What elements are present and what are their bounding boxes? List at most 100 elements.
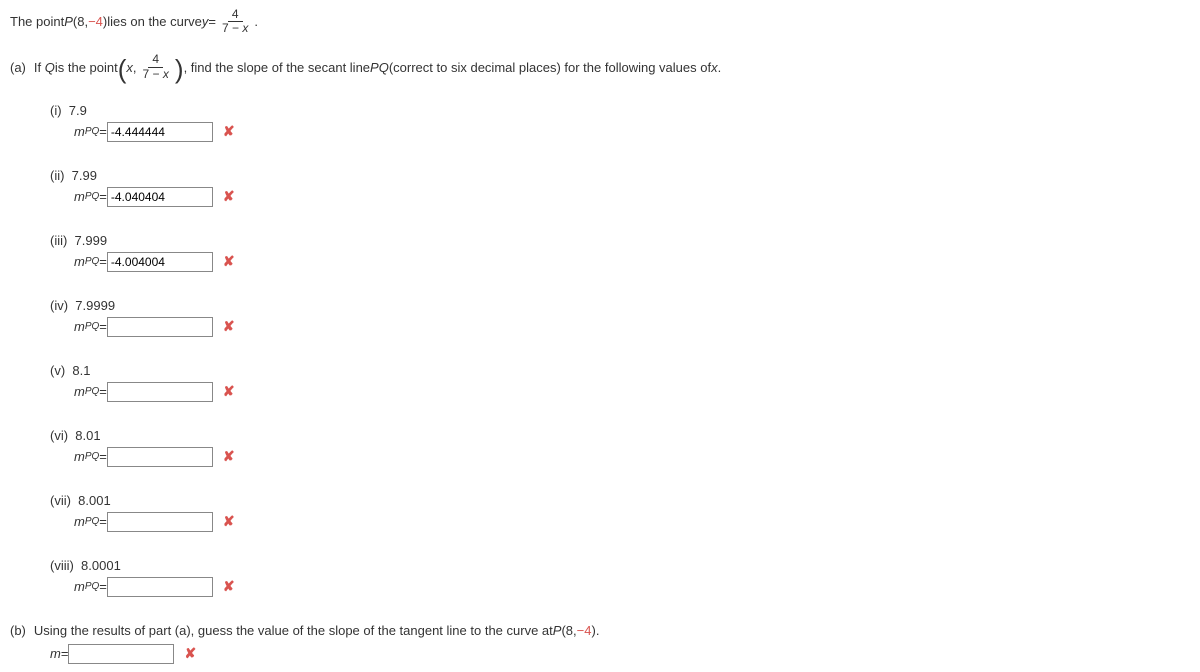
incorrect-icon: ✘ [184, 645, 196, 662]
p-x: 8 [77, 14, 84, 29]
m-var: m [74, 189, 85, 204]
pb-P: P [553, 623, 562, 638]
pa-frac-den: 7 − x [139, 68, 173, 81]
m-var: m [74, 124, 85, 139]
pa-is: is the point [55, 60, 118, 75]
pa-period: . [718, 60, 722, 75]
slope-input[interactable] [107, 447, 213, 467]
slope-input[interactable] [107, 252, 213, 272]
pa-post2: (correct to six decimal places) for the … [389, 60, 711, 75]
eq-sign: = [208, 14, 216, 29]
slope-input[interactable] [107, 512, 213, 532]
pa-frac-den-pre: 7 − [143, 67, 163, 81]
incorrect-icon: ✘ [223, 318, 235, 335]
problem-intro: The point P ( 8 , −4 ) lies on the curve… [10, 8, 1190, 35]
part-a-intro: (a) If Q is the point ( x , 4 7 − x ) , … [10, 53, 1190, 80]
incorrect-icon: ✘ [223, 123, 235, 140]
point-P: P [64, 14, 73, 29]
part-b-input[interactable] [68, 644, 174, 664]
x-value: 7.999 [75, 233, 108, 248]
m-var: m [74, 384, 85, 399]
m-var: m [74, 514, 85, 529]
sub-item-x-label: (viii) 8.0001 [50, 558, 1190, 573]
m-var: m [74, 449, 85, 464]
roman-numeral: (i) [50, 103, 69, 118]
x-value: 7.9 [69, 103, 87, 118]
part-b-answer-line: m = ✘ [10, 644, 1190, 664]
roman-numeral: (iv) [50, 298, 75, 313]
m-line: mPQ = ✘ [50, 252, 1190, 272]
incorrect-icon: ✘ [223, 253, 235, 270]
part-b-intro: (b) Using the results of part (a), guess… [10, 623, 1190, 638]
slope-input[interactable] [107, 577, 213, 597]
eq-sign: = [99, 514, 107, 529]
pq-subscript: PQ [85, 451, 99, 462]
incorrect-icon: ✘ [223, 383, 235, 400]
incorrect-icon: ✘ [223, 448, 235, 465]
m-line: mPQ = ✘ [50, 187, 1190, 207]
part-b-label: (b) [10, 623, 26, 638]
incorrect-icon: ✘ [223, 578, 235, 595]
slope-input[interactable] [107, 122, 213, 142]
pa-pre: If [34, 60, 41, 75]
pb-m: m [50, 646, 61, 661]
m-line: mPQ = ✘ [50, 382, 1190, 402]
eq-sign: = [99, 384, 107, 399]
pa-comma: , [133, 60, 137, 75]
curve-fraction: 4 7 − x [218, 8, 252, 35]
pq-subscript: PQ [85, 126, 99, 137]
pa-post1: , find the slope of the secant line [184, 60, 370, 75]
sub-item-x-label: (v) 8.1 [50, 363, 1190, 378]
sub-item-x-label: (iii) 7.999 [50, 233, 1190, 248]
sub-item-x-label: (iv) 7.9999 [50, 298, 1190, 313]
slope-input[interactable] [107, 187, 213, 207]
sub-item-x-label: (vi) 8.01 [50, 428, 1190, 443]
m-var: m [74, 254, 85, 269]
eq-sign: = [99, 124, 107, 139]
sub-item: (viii) 8.0001 mPQ = ✘ [10, 558, 1190, 597]
incorrect-icon: ✘ [223, 513, 235, 530]
x-value: 7.9999 [75, 298, 115, 313]
frac-den-pre: 7 − [222, 21, 242, 35]
pb-eq: = [61, 646, 69, 661]
m-line: mPQ = ✘ [50, 577, 1190, 597]
pq-subscript: PQ [85, 516, 99, 527]
roman-numeral: (v) [50, 363, 72, 378]
pa-PQ: PQ [370, 60, 389, 75]
sub-item: (vii) 8.001 mPQ = ✘ [10, 493, 1190, 532]
m-line: mPQ = ✘ [50, 512, 1190, 532]
pb-px: 8 [566, 623, 573, 638]
sub-item-x-label: (vii) 8.001 [50, 493, 1190, 508]
sub-item: (iii) 7.999 mPQ = ✘ [10, 233, 1190, 272]
m-line: mPQ = ✘ [50, 317, 1190, 337]
pa-frac-den-x: x [163, 67, 169, 81]
pq-subscript: PQ [85, 191, 99, 202]
slope-input[interactable] [107, 382, 213, 402]
pq-subscript: PQ [85, 256, 99, 267]
roman-numeral: (iii) [50, 233, 75, 248]
x-value: 8.01 [75, 428, 100, 443]
pq-subscript: PQ [85, 321, 99, 332]
eq-sign: = [99, 319, 107, 334]
pb-py: −4 [577, 623, 592, 638]
sub-item: (v) 8.1 mPQ = ✘ [10, 363, 1190, 402]
x-value: 8.0001 [81, 558, 121, 573]
x-value: 7.99 [72, 168, 97, 183]
sub-item: (iv) 7.9999 mPQ = ✘ [10, 298, 1190, 337]
m-var: m [74, 579, 85, 594]
slope-input[interactable] [107, 317, 213, 337]
sub-item: (i) 7.9 mPQ = ✘ [10, 103, 1190, 142]
incorrect-icon: ✘ [223, 188, 235, 205]
intro-period: . [254, 14, 258, 29]
Q-var: Q [45, 60, 55, 75]
pa-frac-num: 4 [148, 53, 163, 67]
intro-mid: lies on the curve [107, 14, 202, 29]
pb-period: . [596, 623, 600, 638]
m-var: m [74, 319, 85, 334]
pb-text: Using the results of part (a), guess the… [34, 623, 553, 638]
roman-numeral: (viii) [50, 558, 81, 573]
eq-sign: = [99, 579, 107, 594]
m-line: mPQ = ✘ [50, 122, 1190, 142]
pq-subscript: PQ [85, 581, 99, 592]
x-value: 8.001 [78, 493, 111, 508]
